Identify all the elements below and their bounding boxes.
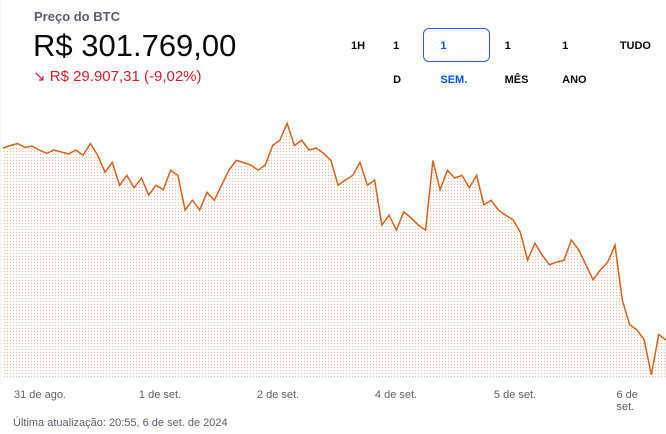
down-arrow: ↘ — [33, 68, 50, 85]
range-button[interactable]: TUDO — [619, 40, 651, 52]
x-tick-label: 31 de ago. — [14, 389, 66, 401]
x-tick-label: 5 de set. — [493, 389, 537, 401]
price-line — [2, 121, 666, 376]
change-text: R$ 29.907,31 (-9,02%) — [49, 68, 202, 85]
footer: Última atualização: 20:55, 6 de set. de … — [13, 417, 228, 429]
range-button[interactable]: 1 MÊS — [504, 40, 529, 86]
range-button[interactable]: 1 D — [393, 40, 402, 86]
title: Preço do BTC — [34, 9, 120, 24]
x-tick-label: 2 de set. — [256, 389, 300, 401]
range-button[interactable]: 1 SEM. — [423, 28, 490, 86]
x-tick-label: 6 de set. — [616, 389, 638, 413]
range-button[interactable]: 1 ANO — [562, 40, 587, 86]
chart — [0, 0, 666, 385]
x-tick-label: 1 de set. — [138, 389, 182, 401]
range-buttons: 1H 1 D 1 SEM. 1 MÊS 1 ANO TUDO — [338, 28, 666, 86]
area — [3, 123, 666, 378]
change: ↘ R$ 29.907,31 (-9,02%) — [33, 67, 202, 85]
x-tick-label: 4 de set. — [374, 389, 418, 401]
price: R$ 301.769,00 — [33, 28, 237, 63]
range-button[interactable]: 1H — [351, 40, 366, 52]
